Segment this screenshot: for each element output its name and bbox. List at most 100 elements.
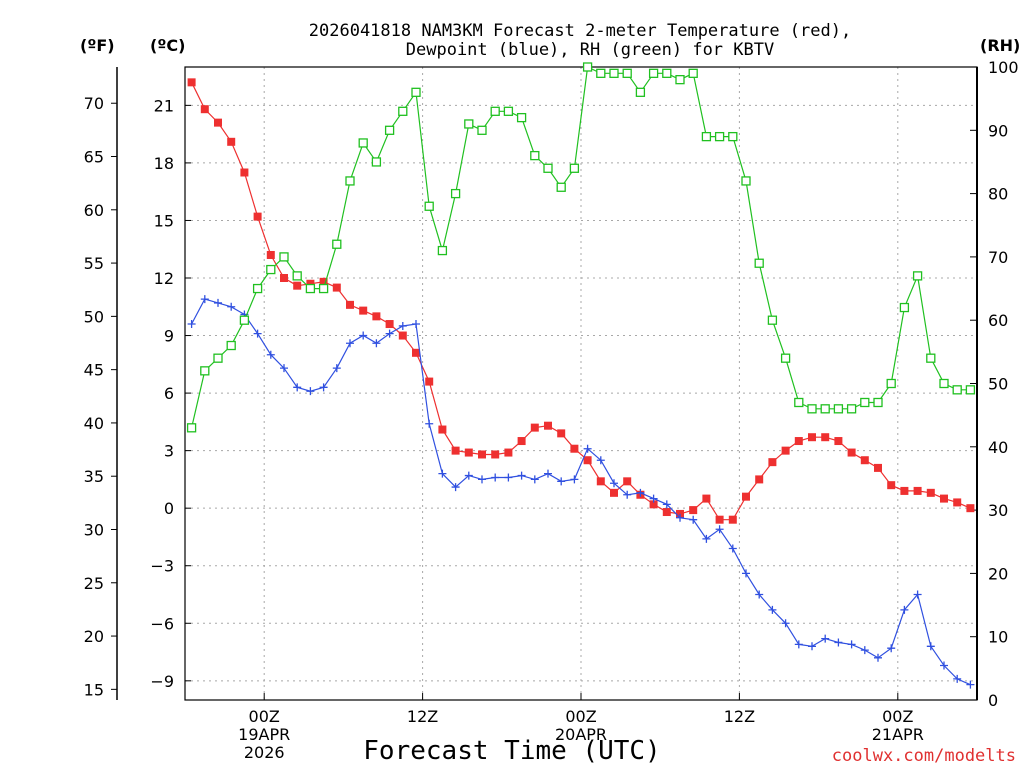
x-tick-label: 2026 [244, 743, 285, 762]
dewpoint-point [557, 477, 566, 486]
rh-point [371, 157, 382, 167]
dewpoint-point [385, 329, 394, 338]
dewpoint-point [834, 638, 843, 647]
rh-point [807, 404, 817, 414]
temperature-point [372, 312, 381, 321]
temperature-point [412, 348, 420, 357]
rh-tick-label: 30 [988, 501, 1008, 520]
rh-point [794, 397, 804, 408]
x-tick-label: 00Z [249, 707, 280, 726]
rh-point [886, 378, 896, 389]
rh-point [912, 271, 923, 281]
rh-point [186, 423, 197, 433]
temperature-point [913, 486, 922, 495]
temperature-point [768, 458, 777, 467]
temperature-point [293, 281, 302, 290]
fahrenheit-tick-label: 15 [84, 680, 104, 699]
rh-point [503, 106, 514, 116]
rh-point [200, 366, 210, 376]
rh-point [279, 252, 289, 262]
dewpoint-point [530, 475, 539, 484]
fahrenheit-tick-label: 55 [84, 254, 104, 273]
temperature-point [253, 212, 262, 221]
celsius-tick-label: 0 [164, 499, 174, 518]
rh-unit-label: (RH) [980, 36, 1020, 55]
rh-point [688, 68, 698, 78]
temperature-point [966, 504, 975, 513]
temperature-point [834, 437, 843, 446]
dewpoint-point [438, 469, 447, 478]
x-tick-label: 20APR [555, 725, 607, 744]
temperature-point [728, 515, 737, 524]
temperature-point [214, 118, 222, 127]
rh-point [266, 264, 276, 275]
temperature-point [755, 475, 764, 484]
dewpoint-point [649, 494, 658, 503]
chart-title-line-2: Dewpoint (blue), RH (green) for KBTV [406, 40, 774, 60]
rh-point [398, 106, 408, 116]
fahrenheit-tick-label: 50 [84, 307, 104, 326]
rh-point [384, 125, 395, 135]
rh-point [648, 68, 659, 78]
rh-point [609, 68, 619, 78]
dewpoint-point [280, 364, 288, 373]
temperature-point [926, 488, 935, 497]
rh-point [728, 131, 738, 142]
dewpoint-point [214, 298, 222, 307]
dewpoint-point [768, 605, 777, 614]
rh-point [675, 75, 685, 85]
rh-point [899, 302, 910, 313]
rh-point [873, 397, 883, 408]
dewpoint-point [808, 642, 816, 651]
dewpoint-point [412, 320, 420, 329]
temperature-point [200, 105, 209, 114]
temperature-point [438, 425, 447, 434]
temperature-point [953, 498, 962, 507]
dewpoint-point [715, 525, 724, 534]
temperature-point [887, 481, 896, 490]
dewpoint-point [425, 419, 434, 428]
temperature-point [900, 486, 909, 495]
temperature-point [504, 448, 513, 457]
celsius-tick-label: −9 [150, 672, 174, 691]
dewpoint-point [953, 674, 962, 683]
rh-point [714, 131, 725, 142]
dewpoint-point [319, 383, 328, 392]
rh-point [305, 283, 316, 294]
fahrenheit-unit-label: (ºF) [80, 36, 115, 55]
temperature-point [346, 300, 354, 309]
rh-point [226, 340, 236, 351]
rh-point [952, 385, 962, 395]
fahrenheit-tick-label: 40 [84, 414, 104, 433]
temperature-point [517, 437, 526, 446]
dewpoint-point [781, 619, 790, 628]
dewpoint-point [200, 295, 209, 304]
rh-point [767, 315, 778, 325]
fahrenheit-tick-label: 70 [84, 94, 104, 113]
fahrenheit-tick-label: 20 [84, 627, 104, 646]
dewpoint-point [306, 387, 315, 396]
fahrenheit-tick-label: 60 [84, 201, 104, 220]
source-credit: coolwx.com/modelts [832, 746, 1016, 766]
x-axis-title: Forecast Time (UTC) [363, 736, 660, 766]
dewpoint-point [676, 513, 684, 522]
dewpoint-point [570, 475, 579, 484]
rh-point [635, 87, 646, 97]
temperature-point [583, 456, 592, 465]
rh-point [490, 106, 500, 116]
dewpoint-point [517, 471, 526, 480]
temperature-point [280, 274, 288, 282]
rh-point [411, 87, 421, 97]
rh-tick-label: 0 [988, 691, 998, 710]
dewpoint-point [847, 640, 856, 649]
dewpoint-point [359, 331, 368, 340]
rh-point [358, 138, 368, 148]
rh-point [332, 239, 342, 249]
rh-point [424, 201, 434, 211]
temperature-point [478, 450, 486, 459]
temperature-point [425, 377, 434, 386]
temperature-point [398, 331, 407, 340]
rh-point [780, 353, 791, 363]
dewpoint-point [266, 350, 275, 359]
